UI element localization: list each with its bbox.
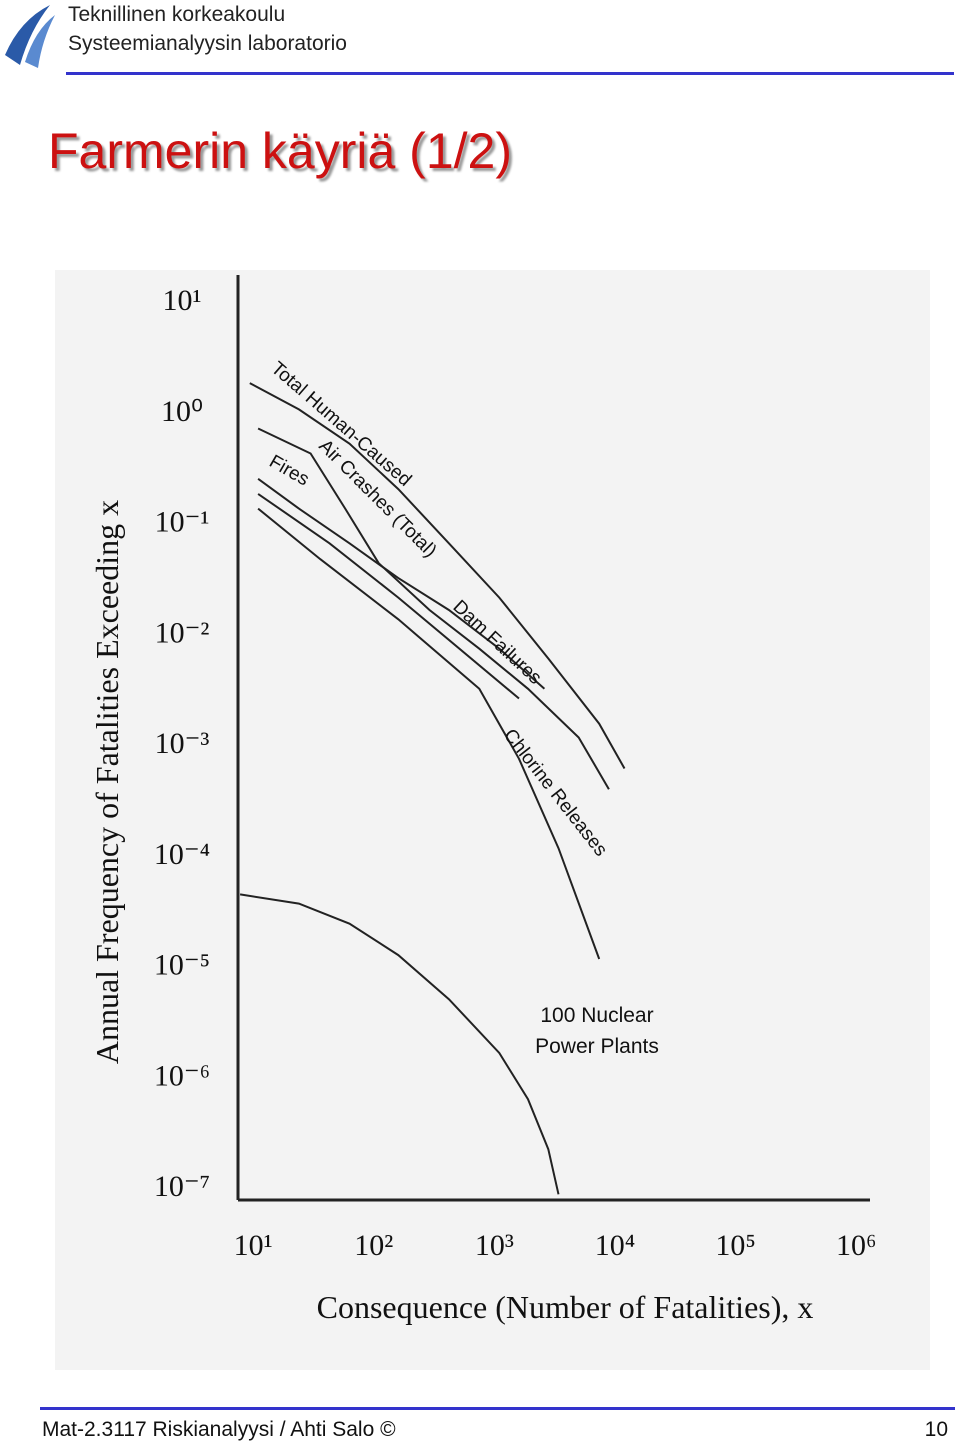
footer-rule	[40, 1407, 955, 1410]
y-tick-label: 10⁻⁵	[154, 949, 210, 982]
y-tick-label: 10⁻⁴	[154, 838, 210, 871]
x-tick-label: 10⁵	[715, 1229, 755, 1262]
series-line	[257, 493, 520, 700]
series-line	[257, 427, 610, 790]
y-tick-label: 10⁻¹	[155, 506, 210, 539]
x-tick-label: 10¹	[234, 1229, 273, 1262]
y-tick-label: 10⁻⁷	[154, 1170, 210, 1203]
institution: Teknillinen korkeakoulu	[68, 3, 286, 26]
series-label: 100 Nuclear Power Plants	[535, 1004, 659, 1058]
series-label-box: 100 Nuclear Power Plants	[535, 1004, 659, 1058]
y-tick-label: 10⁰	[161, 395, 203, 428]
x-tick-label: 10²	[354, 1229, 393, 1262]
x-tick-label: 10³	[475, 1229, 514, 1262]
y-tick-label: 10¹	[163, 284, 202, 317]
y-tick-label: 10⁻³	[155, 727, 210, 760]
department: Systeemianalyysin laboratorio	[68, 32, 347, 55]
y-axis-label: Annual Frequency of Fatalities Exceeding…	[89, 500, 125, 1064]
series-line	[257, 477, 546, 690]
footer-course: Mat-2.3117 Riskianalyysi / Ahti Salo ©	[42, 1418, 396, 1441]
x-tick-label: 10⁴	[595, 1229, 635, 1262]
x-tick-label: 10⁶	[836, 1229, 876, 1262]
page-number: 10	[924, 1418, 948, 1441]
y-tick-label: 10⁻²	[155, 616, 210, 649]
series-line	[239, 893, 560, 1195]
chart-background	[55, 270, 930, 1370]
logo	[5, 5, 55, 68]
y-tick-label: 10⁻⁶	[154, 1059, 210, 1092]
series-line	[249, 382, 626, 769]
header-rule	[66, 72, 954, 75]
x-axis-label: Consequence (Number of Fatalities), x	[317, 1289, 814, 1325]
slide-title: Farmerin käyriä (1/2)	[48, 123, 512, 179]
series-line	[257, 507, 601, 960]
